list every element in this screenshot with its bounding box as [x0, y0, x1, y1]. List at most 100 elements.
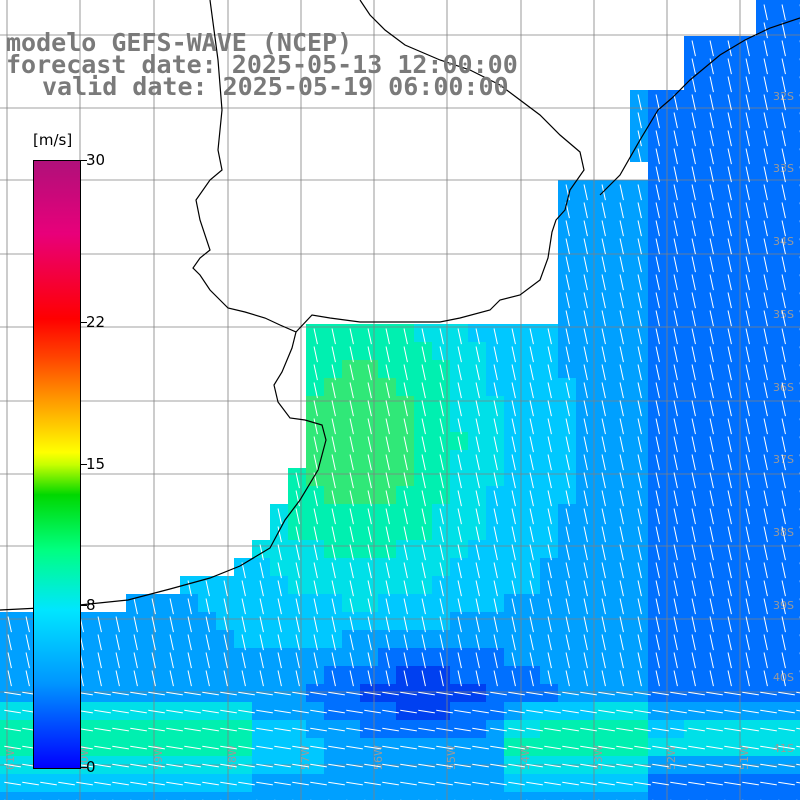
- wind-arrow: [763, 274, 768, 291]
- wind-arrow: [709, 634, 714, 651]
- wind-arrow: [475, 490, 480, 507]
- wind-arrow: [763, 76, 768, 93]
- wind-speed-cell: [126, 792, 144, 800]
- wind-speed-cell: [612, 792, 630, 800]
- wind-arrow: [349, 472, 354, 489]
- wind-arrow: [349, 490, 354, 507]
- wind-arrow: [583, 274, 588, 291]
- wind-arrow: [331, 418, 336, 435]
- wind-arrow: [673, 400, 678, 417]
- wind-arrow: [331, 670, 336, 687]
- wind-arrow: [601, 292, 606, 309]
- wind-arrow: [346, 745, 363, 750]
- wind-arrow: [331, 508, 336, 525]
- wind-arrow: [205, 670, 210, 687]
- wind-arrow: [727, 166, 732, 183]
- wind-arrow: [619, 400, 624, 417]
- wind-arrow: [367, 616, 372, 633]
- wind-arrow: [454, 763, 471, 768]
- wind-speed-cell: [792, 324, 800, 342]
- wind-speed-cell: [792, 504, 800, 522]
- wind-speed-cell: [792, 666, 800, 684]
- wind-arrow: [25, 634, 30, 651]
- wind-speed-cell: [792, 792, 800, 800]
- wind-arrow: [655, 148, 660, 165]
- wind-arrow: [781, 256, 786, 273]
- wind-arrow: [778, 745, 795, 750]
- wind-arrow: [709, 454, 714, 471]
- wind-arrow: [292, 691, 309, 696]
- wind-arrow: [256, 727, 273, 732]
- wind-arrow: [796, 763, 800, 766]
- wind-arrow: [256, 691, 273, 696]
- wind-arrow: [601, 670, 606, 687]
- wind-arrow: [652, 709, 669, 714]
- wind-speed-cell: [252, 792, 270, 800]
- wind-arrow: [241, 652, 246, 669]
- longitude-label: 54W: [519, 745, 532, 770]
- wind-arrow: [565, 346, 570, 363]
- wind-arrow: [763, 580, 768, 597]
- wind-arrow: [367, 652, 372, 669]
- wind-arrow: [673, 634, 678, 651]
- wind-arrow: [673, 202, 678, 219]
- wind-arrow: [655, 346, 660, 363]
- wind-arrow: [781, 670, 786, 687]
- wind-arrow: [112, 763, 129, 768]
- wind-arrow: [742, 709, 759, 714]
- wind-speed-cell: [792, 720, 800, 738]
- wind-arrow: [781, 148, 786, 165]
- wind-arrow: [763, 58, 768, 75]
- wind-arrow: [184, 745, 201, 750]
- wind-arrow: [544, 691, 561, 696]
- wind-arrow: [511, 364, 516, 381]
- wind-speed-cell: [576, 792, 594, 800]
- wind-arrow: [727, 472, 732, 489]
- wind-arrow: [601, 418, 606, 435]
- wind-arrow: [763, 418, 768, 435]
- wind-arrow: [4, 745, 21, 750]
- wind-arrow: [511, 436, 516, 453]
- wind-arrow: [724, 691, 741, 696]
- wind-arrow: [241, 598, 246, 615]
- wind-arrow: [727, 400, 732, 417]
- wind-arrow: [655, 562, 660, 579]
- wind-arrow: [691, 310, 696, 327]
- model-title: modelo GEFS-WAVE (NCEP): [6, 28, 353, 57]
- wind-arrow: [166, 727, 183, 732]
- colorbar-unit: [m/s]: [33, 131, 73, 149]
- wind-arrow: [295, 598, 300, 615]
- wind-arrow: [601, 616, 606, 633]
- wind-arrow: [547, 346, 552, 363]
- wind-arrow: [673, 346, 678, 363]
- wind-arrow: [205, 580, 210, 597]
- wind-arrow: [781, 292, 786, 309]
- wind-arrow: [601, 274, 606, 291]
- wind-arrow: [457, 670, 462, 687]
- wind-arrow: [580, 691, 597, 696]
- wind-arrow: [166, 763, 183, 768]
- wind-arrow: [637, 112, 642, 129]
- wind-arrow: [763, 364, 768, 381]
- wind-arrow: [637, 328, 642, 345]
- wind-arrow: [475, 454, 480, 471]
- wind-arrow: [238, 709, 255, 714]
- wind-arrow: [688, 781, 705, 786]
- wind-arrow: [166, 781, 183, 786]
- wind-arrow: [490, 691, 507, 696]
- wind-arrow: [25, 616, 30, 633]
- wind-arrow: [583, 310, 588, 327]
- wind-arrow: [439, 508, 444, 525]
- wind-arrow: [421, 490, 426, 507]
- wind-arrow: [724, 727, 741, 732]
- wind-arrow: [619, 202, 624, 219]
- wind-arrow: [709, 94, 714, 111]
- wind-arrow: [706, 727, 723, 732]
- wind-arrow: [583, 634, 588, 651]
- wind-arrow: [727, 94, 732, 111]
- wind-arrow: [583, 184, 588, 201]
- wind-speed-cell: [738, 792, 756, 800]
- wind-arrow: [763, 490, 768, 507]
- wind-arrow: [112, 709, 129, 714]
